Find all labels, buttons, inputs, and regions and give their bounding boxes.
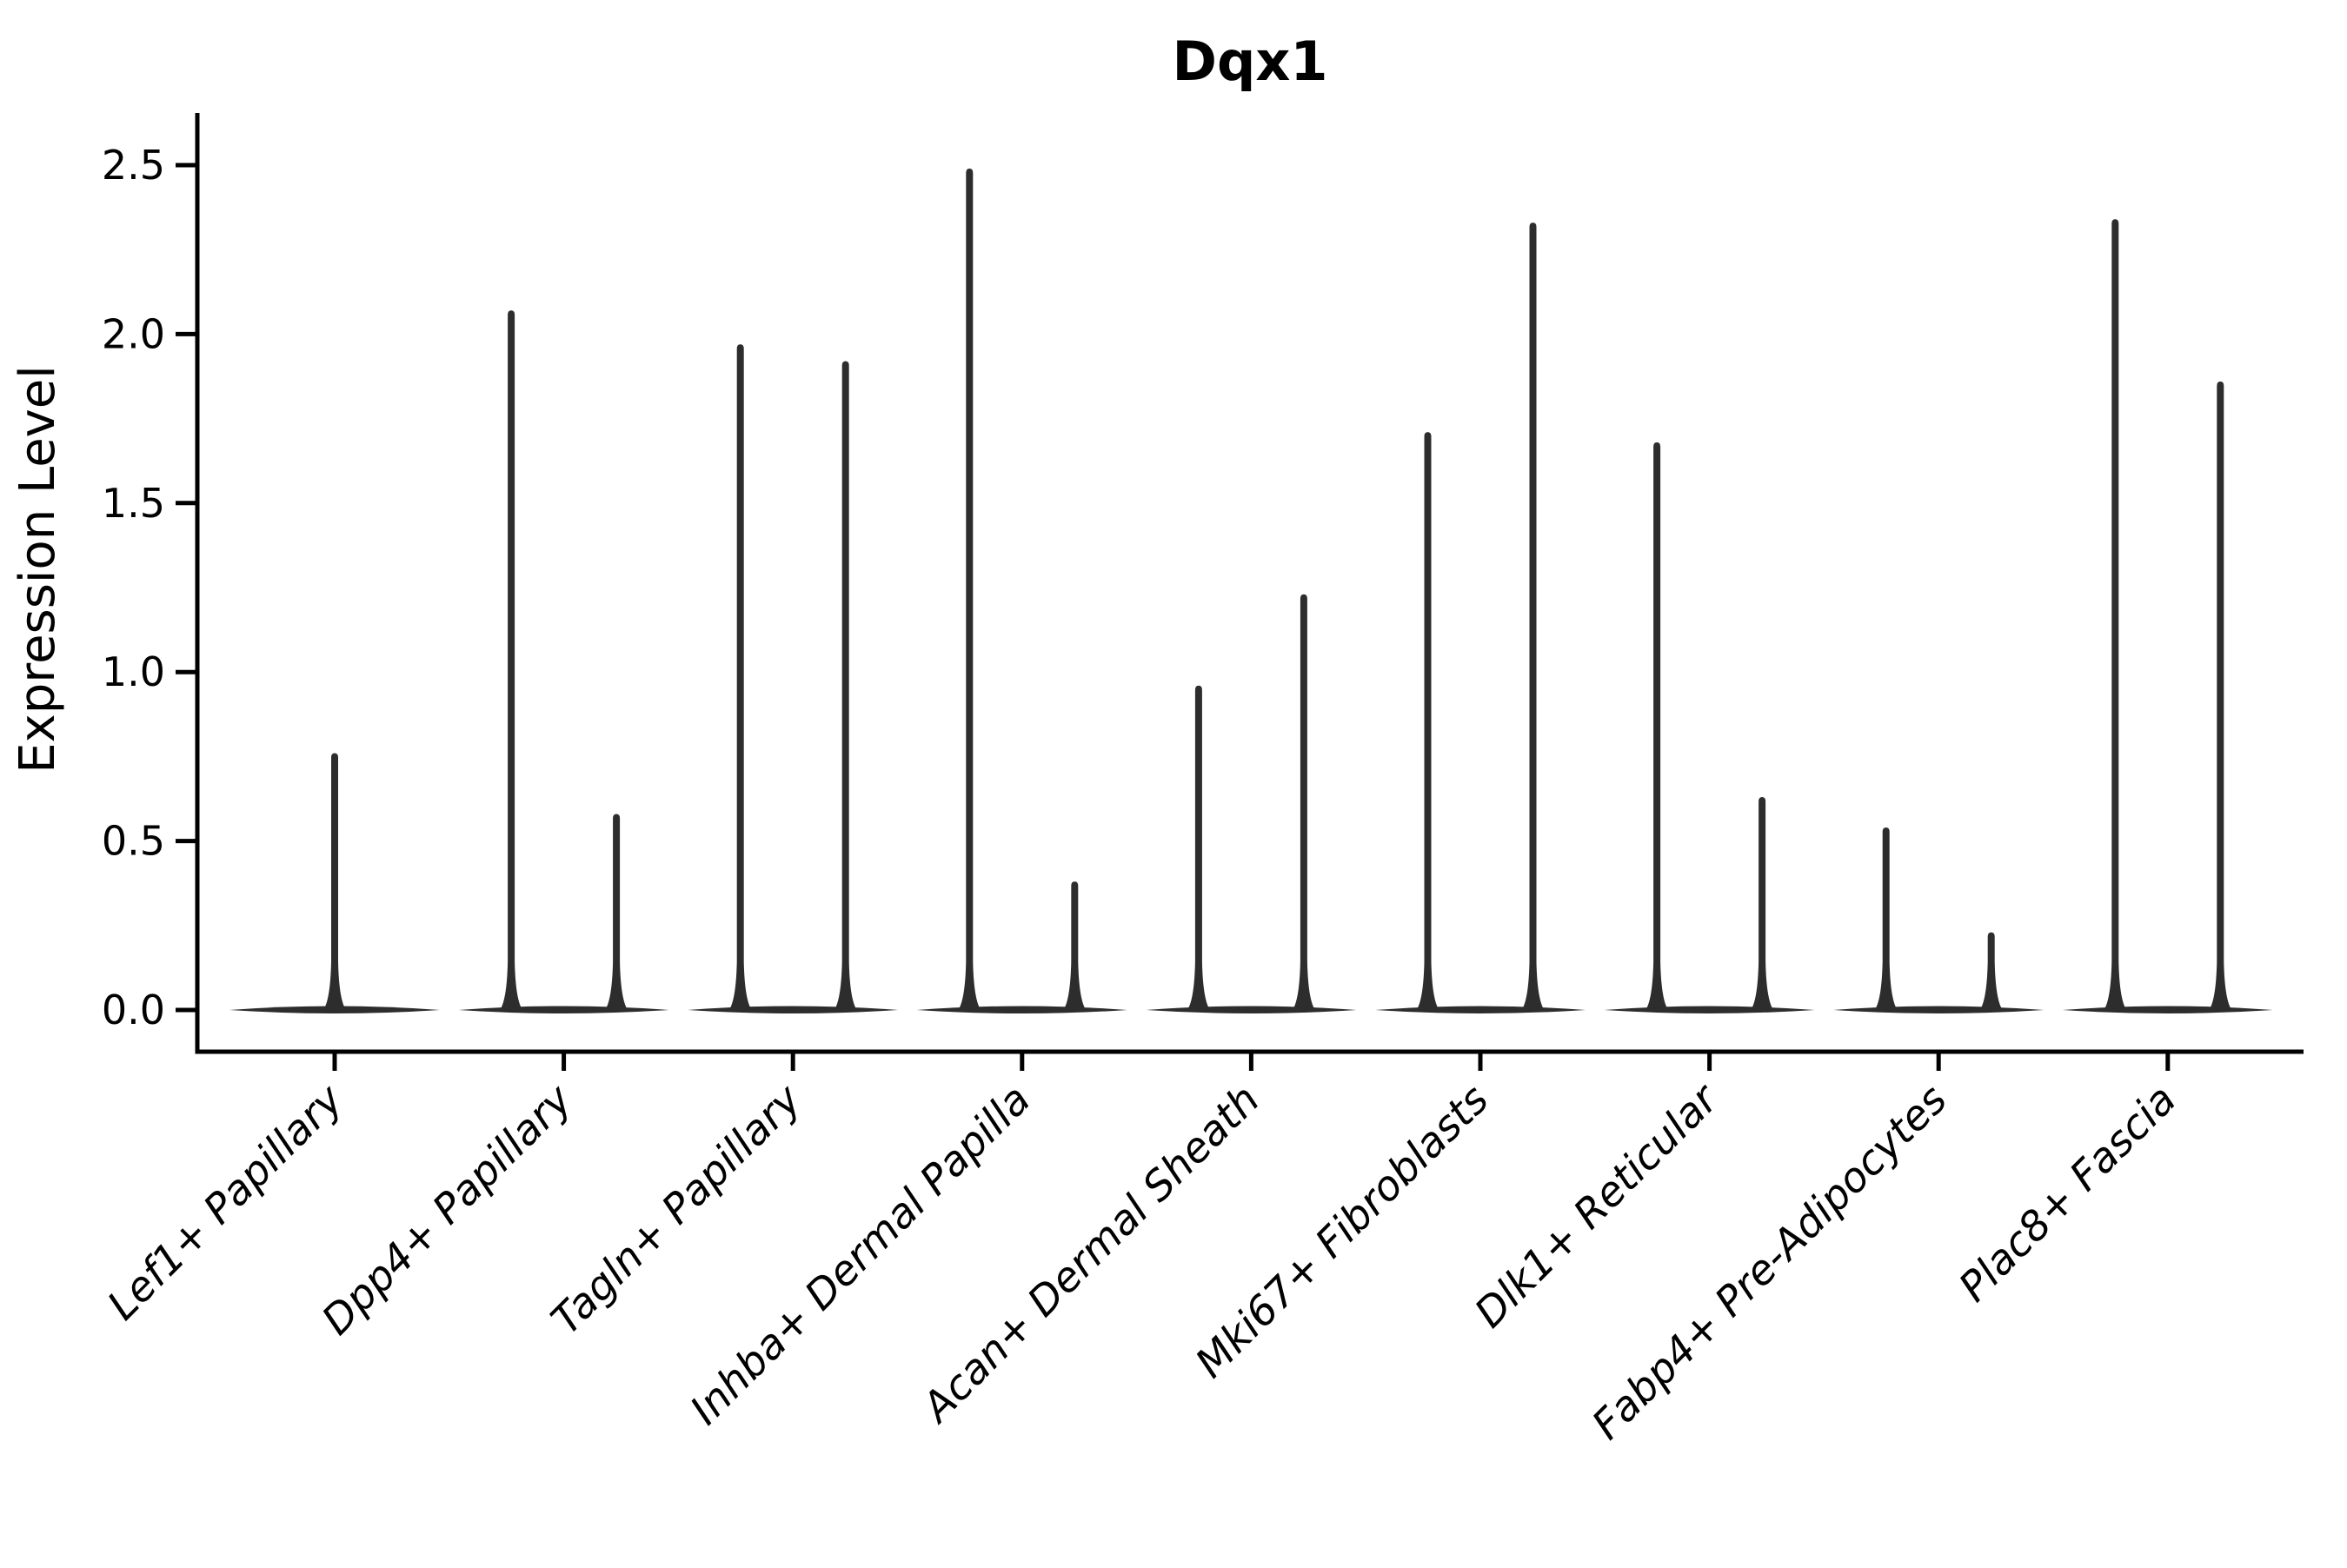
- x-tick-label: Dpp4+ Papillary: [313, 1075, 582, 1345]
- violin-3: [688, 344, 899, 1013]
- violin-base: [1604, 1006, 1815, 1013]
- violin-base: [1146, 1006, 1357, 1013]
- x-tick-label: Plac8+ Fascia: [1950, 1076, 2185, 1312]
- y-axis-label: Expression Level: [10, 365, 66, 774]
- violin-base: [1833, 1006, 2044, 1013]
- x-tick-label: Tagln+ Papillary: [542, 1075, 812, 1345]
- violin-1: [229, 753, 440, 1013]
- chart-title: Dqx1: [1173, 30, 1328, 93]
- violin-spike: [1292, 594, 1315, 1010]
- violin-spike: [1416, 432, 1439, 1011]
- y-tick-label: 2.5: [102, 142, 165, 189]
- y-tick-label: 1.5: [102, 480, 165, 527]
- violin-base: [2062, 1006, 2273, 1013]
- violins: [229, 168, 2273, 1013]
- y-tick-label: 0.5: [102, 818, 165, 865]
- violin-spike: [605, 814, 628, 1010]
- violin-spike: [728, 344, 752, 1011]
- violin-2: [458, 310, 669, 1013]
- violin-spike: [323, 753, 346, 1010]
- violin-base: [458, 1006, 669, 1013]
- x-tick-label: Dlk1+ Reticular: [1466, 1074, 1729, 1338]
- violin-spike: [1187, 685, 1210, 1010]
- violin-spike: [958, 168, 981, 1010]
- x-tick-label: Lef1+ Papillary: [98, 1075, 353, 1330]
- violin-spike: [1521, 223, 1545, 1010]
- violin-spike: [1646, 442, 1669, 1010]
- violin-spike: [2104, 219, 2127, 1010]
- violin-base: [1375, 1006, 1586, 1013]
- y-tick-label: 0.0: [102, 987, 165, 1033]
- violin-8: [1833, 827, 2044, 1013]
- violin-spike: [1751, 797, 1774, 1010]
- y-tick-label: 1.0: [102, 648, 165, 695]
- violin-9: [2062, 219, 2273, 1013]
- violin-spike: [2209, 381, 2232, 1010]
- y-tick-label: 2.0: [102, 310, 165, 357]
- violin-spike: [500, 310, 523, 1011]
- violin-6: [1375, 223, 1586, 1013]
- violin-spike: [834, 361, 857, 1010]
- violin-base: [688, 1006, 899, 1013]
- violin-spike: [1979, 932, 2003, 1010]
- violin-base: [916, 1006, 1127, 1013]
- violin-5: [1146, 594, 1357, 1013]
- violin-7: [1604, 442, 1815, 1013]
- violin-spike: [1874, 827, 1898, 1010]
- violin-4: [916, 168, 1127, 1013]
- violin-spike: [1063, 881, 1087, 1010]
